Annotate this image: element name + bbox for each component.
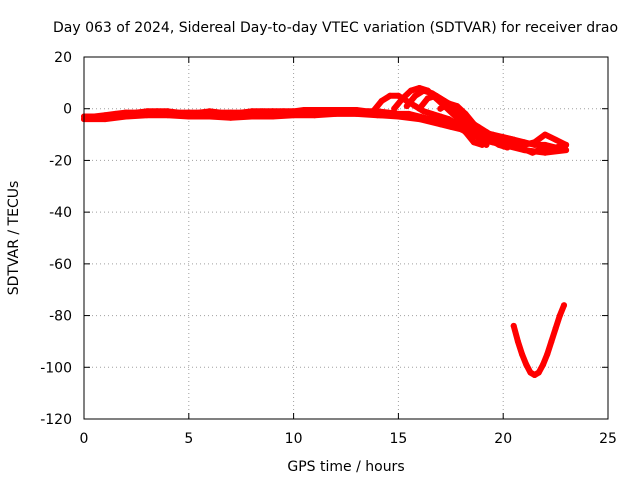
data-point [563,141,570,148]
data-point [206,108,213,115]
data-point [544,351,551,358]
x-tick-label: 25 [599,431,617,447]
data-point [445,116,452,123]
data-point [510,322,517,329]
data-point [540,361,546,368]
data-point [523,361,530,368]
data-point [143,112,150,119]
data-point [542,144,549,151]
data-point [259,108,266,115]
data-point [370,108,377,115]
chart-title: Day 063 of 2024, Sidereal Day-to-day VTE… [53,20,618,36]
tick-label-layer: 0 5 10 15 20 25 20 0 -20 -40 -60 -80 -100 -120 [40,50,617,447]
data-point [395,113,402,120]
data-point [552,136,559,143]
plot-frame [83,56,609,420]
data-point [491,134,498,141]
data-point [269,113,276,120]
data-point [514,338,521,345]
data-point [548,338,555,345]
data-point [374,112,381,119]
data-point [416,105,423,112]
x-tick-label: 5 [184,431,193,447]
y-tick-label: -40 [49,205,72,221]
y-axis-label: SDTVAR / TECUs [6,181,22,296]
tick-layer [83,56,609,420]
data-point [445,100,452,107]
data-point [556,312,563,319]
data-point [399,95,406,102]
y-tick-label: -100 [40,360,72,376]
data-point [519,351,526,358]
data-point [227,109,234,116]
data-point [542,131,549,138]
y-tick-label: -80 [49,309,72,325]
data-point [403,103,410,110]
data-point [102,116,108,123]
x-axis-label: GPS time / hours [287,459,404,475]
data-point [554,147,561,154]
data-point [454,103,461,110]
data-point [408,87,414,94]
data-point [428,110,435,117]
data-point [500,134,507,141]
data-point [437,113,444,120]
data-point [122,113,129,120]
data-point [311,107,318,113]
data-point [248,113,255,120]
data-point [504,139,511,146]
data-point [424,95,431,102]
y-tick-label: -120 [40,412,72,428]
data-point [301,107,308,113]
data-point [416,116,423,123]
data-point [470,139,477,146]
x-tick-label: 20 [494,431,512,447]
data-point [353,110,360,117]
data-point [552,325,559,332]
data-point [185,113,192,120]
y-tick-label: -20 [49,153,72,169]
data-point [462,110,469,117]
y-tick-label: 0 [63,102,72,118]
data-point [248,108,255,115]
data-point [500,139,507,146]
x-tick-label: 15 [389,431,407,447]
data-point [447,123,454,130]
data-point [391,105,398,112]
data-point [561,302,567,309]
data-point [412,92,419,99]
x-tick-label: 10 [285,431,303,447]
data-point [470,121,477,128]
data-point [269,108,276,115]
y-tick-label: 20 [54,50,72,66]
data-point [517,144,523,151]
data-point [420,87,427,94]
data-point [531,139,538,146]
data-point [311,112,318,119]
data-point [433,92,440,99]
data-point [437,105,444,112]
data-point [479,131,486,138]
data-point [164,112,171,119]
data-point [332,110,339,117]
x-tick-label: 0 [80,431,89,447]
data-point [535,369,542,376]
data-point [387,92,393,99]
data-point [563,147,570,154]
data-point [529,149,536,156]
data-point [290,112,297,119]
y-tick-label: -60 [49,257,72,273]
series-layer [81,85,570,378]
data-point [378,98,385,104]
data-point [483,141,490,148]
data-point [227,114,234,121]
data-point [437,121,444,128]
data-point [206,113,213,120]
